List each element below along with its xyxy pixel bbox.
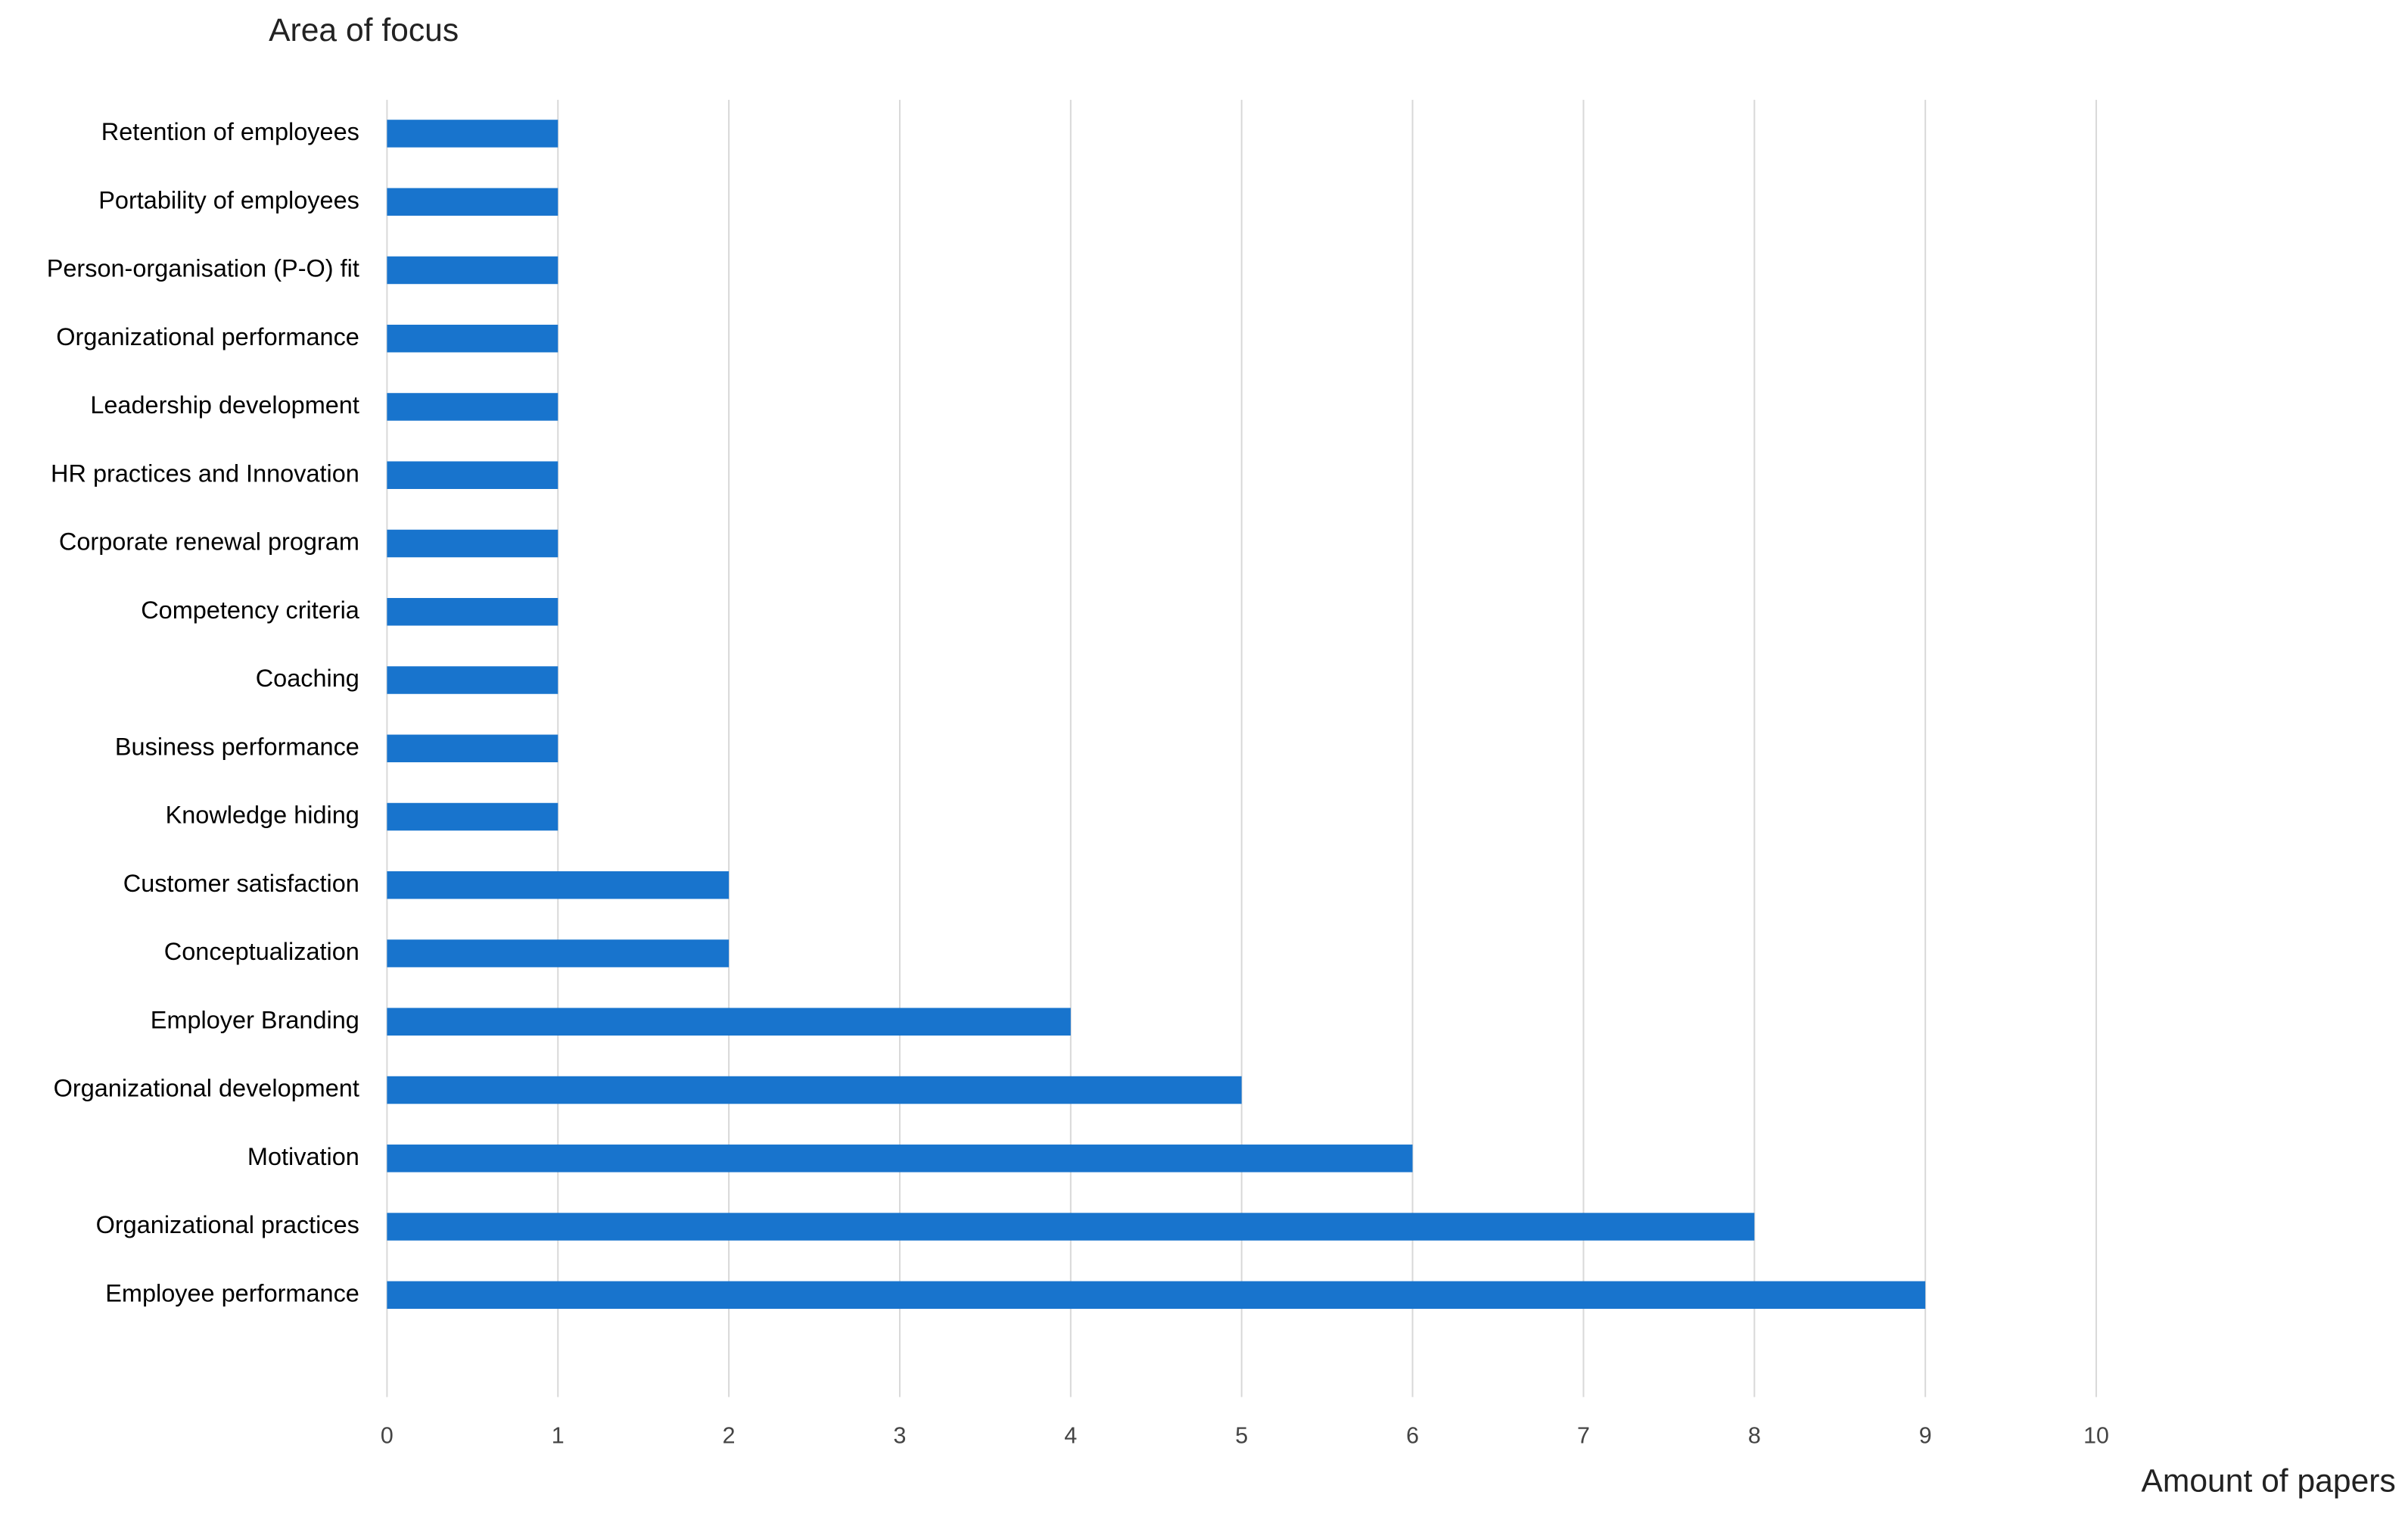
bar (387, 1281, 1926, 1310)
y-tick-label: Coaching (256, 665, 359, 692)
x-tick-label: 1 (552, 1422, 565, 1448)
y-tick-label: Business performance (115, 733, 359, 760)
x-axis-title: Amount of papers (2141, 1463, 2395, 1500)
y-tick-label: Customer satisfaction (123, 870, 359, 897)
bar (387, 461, 558, 489)
bar (387, 939, 730, 967)
x-tick-label: 10 (2083, 1422, 2109, 1448)
x-tick-label: 2 (723, 1422, 736, 1448)
y-tick-label: Retention of employees (101, 118, 359, 145)
y-tick-label: Organizational development (54, 1075, 359, 1102)
bar (387, 871, 730, 899)
bar (387, 597, 558, 626)
y-tick-label: Motivation (247, 1143, 359, 1170)
bar (387, 1145, 1413, 1173)
y-tick-label: Organizational performance (56, 323, 359, 350)
bar (387, 666, 558, 694)
bar (387, 734, 558, 763)
bar (387, 188, 558, 216)
y-tick-label: Employee performance (105, 1279, 359, 1307)
bar (387, 393, 558, 421)
x-tick-label: 0 (381, 1422, 394, 1448)
y-tick-label: Person-organisation (P-O) fit (47, 255, 359, 282)
y-tick-label: Corporate renewal program (59, 528, 359, 556)
bar (387, 1213, 1755, 1241)
bar (387, 802, 558, 831)
bar (387, 1076, 1242, 1104)
x-tick-label: 8 (1748, 1422, 1761, 1448)
bar (387, 529, 558, 558)
bar (387, 256, 558, 285)
x-tick-label: 6 (1406, 1422, 1419, 1448)
x-tick-label: 3 (894, 1422, 907, 1448)
bar (387, 1008, 1071, 1036)
bar (387, 324, 558, 353)
y-axis-title: Area of focus (269, 12, 459, 48)
x-tick-label: 5 (1235, 1422, 1248, 1448)
y-tick-label: Organizational practices (96, 1211, 359, 1238)
y-tick-label: Employer Branding (151, 1006, 359, 1033)
x-tick-label: 7 (1577, 1422, 1590, 1448)
y-tick-label: Knowledge hiding (166, 802, 359, 829)
y-tick-label: Competency criteria (141, 596, 360, 624)
y-tick-label: Leadership development (90, 391, 359, 419)
y-tick-label: Portability of employees (98, 186, 359, 213)
x-tick-label: 4 (1064, 1422, 1077, 1448)
x-tick-label: 9 (1919, 1422, 1932, 1448)
y-tick-label: Conceptualization (164, 938, 359, 965)
bar (387, 120, 558, 148)
y-tick-label: HR practices and Innovation (51, 459, 359, 487)
